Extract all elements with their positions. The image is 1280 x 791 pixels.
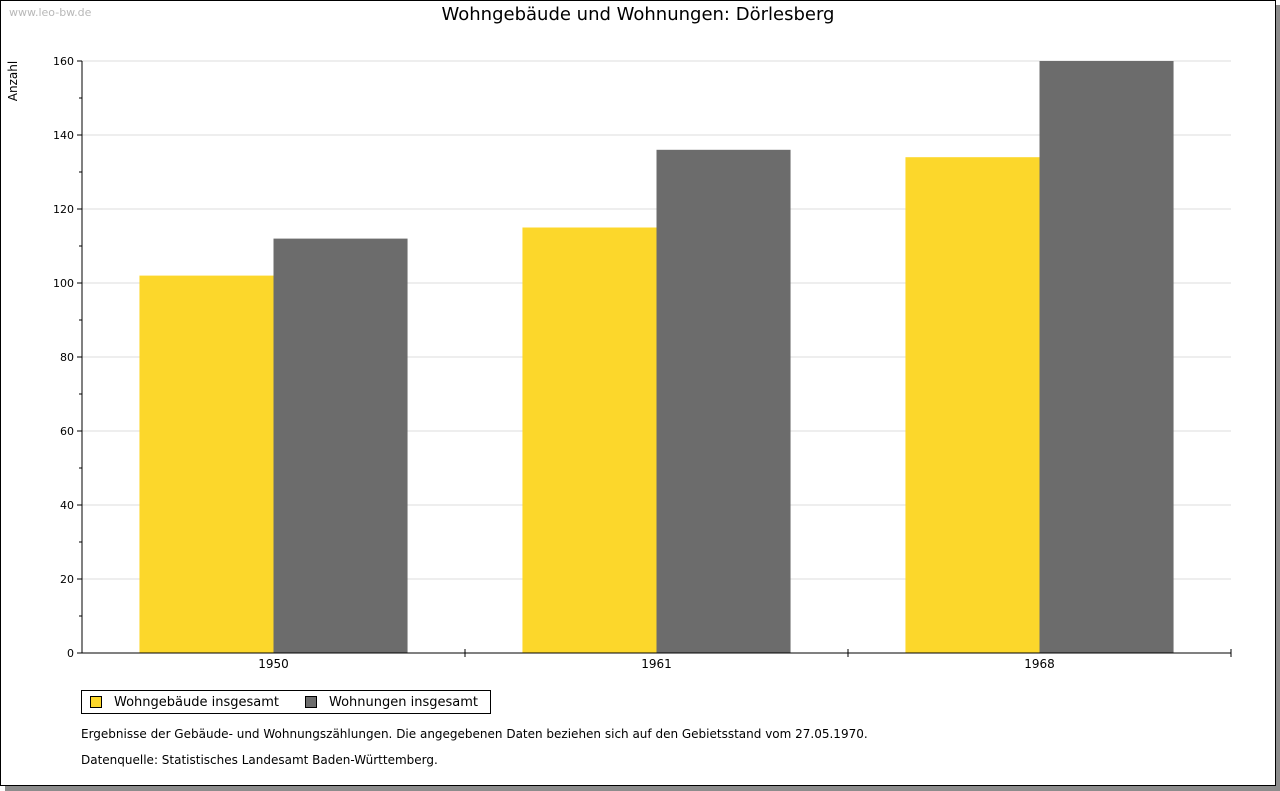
bar-1950-wohnungen: [273, 238, 408, 653]
y-tick-label-120: 120: [53, 203, 74, 216]
legend-swatch-wohnungen: [305, 696, 317, 708]
bar-1950-wohngebaeude: [139, 275, 274, 653]
y-tick-label-40: 40: [60, 499, 74, 512]
legend: Wohngebäude insgesamt Wohnungen insgesam…: [81, 690, 491, 714]
y-tick-label-140: 140: [53, 129, 74, 142]
legend-item-wohnungen: Wohnungen insgesamt: [305, 695, 478, 710]
y-axis-label: Anzahl: [6, 61, 20, 101]
bar-chart: 0 20 40 60 80 100 120 140 160 1950 1961 1968 Anzahl: [6, 55, 1232, 671]
legend-label-wohnungen: Wohnungen insgesamt: [329, 694, 478, 710]
bar-1961-wohnungen: [656, 149, 791, 654]
y-tick-label-100: 100: [53, 277, 74, 290]
bar-1961-wohngebaeude: [522, 227, 657, 653]
x-tick-label-1950: 1950: [258, 657, 289, 671]
y-tick-label-20: 20: [60, 573, 74, 586]
y-tick-label-60: 60: [60, 425, 74, 438]
legend-item-wohngebaeude: Wohngebäude insgesamt: [90, 695, 279, 710]
x-tick-label-1968: 1968: [1024, 657, 1055, 671]
y-tick-label-0: 0: [67, 647, 74, 660]
bar-1968-wohnungen: [1039, 61, 1174, 653]
legend-swatch-wohngebaeude: [90, 696, 102, 708]
y-tick-label-160: 160: [53, 55, 74, 68]
y-tick-label-80: 80: [60, 351, 74, 364]
bar-1968-wohngebaeude: [905, 157, 1040, 653]
data-source: Datenquelle: Statistisches Landesamt Bad…: [81, 753, 438, 767]
watermark: www.leo-bw.de: [9, 6, 92, 19]
chart-title: Wohngebäude und Wohnungen: Dörlesberg: [441, 4, 835, 25]
footnote: Ergebnisse der Gebäude- und Wohnungszähl…: [81, 727, 868, 741]
legend-label-wohngebaeude: Wohngebäude insgesamt: [114, 694, 279, 710]
x-tick-label-1961: 1961: [641, 657, 672, 671]
